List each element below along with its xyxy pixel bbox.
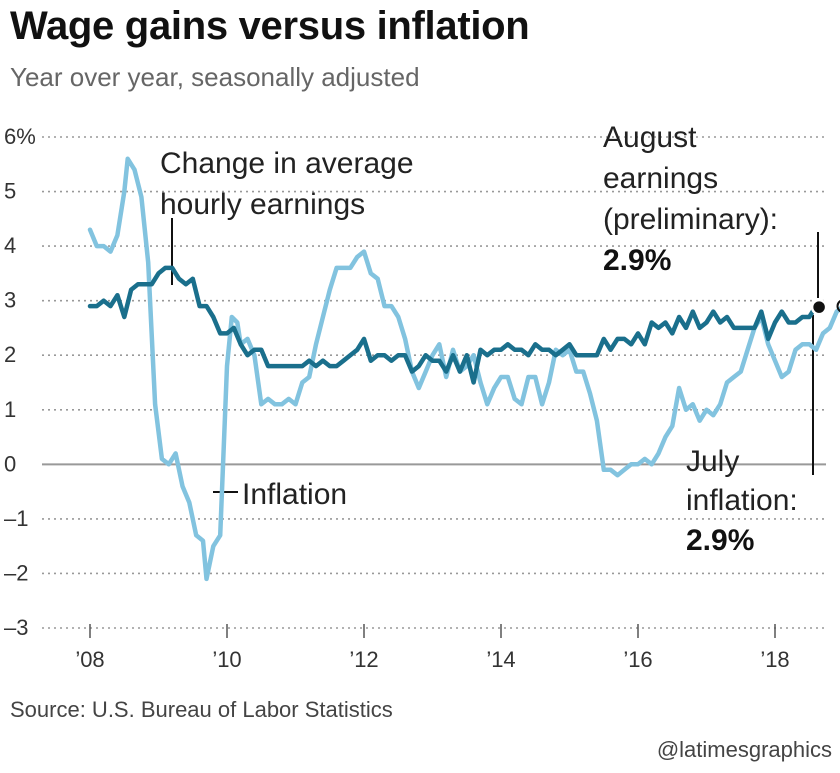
credit-line: @latimesgraphics	[656, 737, 832, 762]
y-tick-label: –3	[4, 615, 28, 640]
chart-title: Wage gains versus inflation	[10, 4, 530, 48]
earnings-label-line-1: Change in average	[160, 147, 414, 180]
august-label-line-3: (preliminary):	[603, 203, 778, 236]
august-label-line-1: August	[603, 121, 697, 154]
x-tick-label: ’16	[623, 647, 652, 672]
chart-subtitle: Year over year, seasonally adjusted	[10, 62, 420, 92]
y-tick-label: –2	[4, 560, 28, 585]
earnings-annotation: Change in average hourly earnings	[160, 147, 414, 221]
y-tick-label: 6%	[4, 124, 36, 149]
y-tick-label: –1	[4, 506, 28, 531]
x-tick-label: ’14	[486, 647, 515, 672]
source-note: Source: U.S. Bureau of Labor Statistics	[10, 697, 393, 722]
july-value: 2.9%	[686, 524, 754, 557]
y-tick-label: 3	[4, 288, 16, 313]
x-tick-label: ’10	[212, 647, 241, 672]
y-tick-label: 5	[4, 179, 16, 204]
august-annotation: August earnings (preliminary): 2.9%	[603, 121, 778, 277]
earnings-end-marker	[810, 298, 828, 316]
y-tick-label: 4	[4, 233, 16, 258]
august-label-line-2: earnings	[603, 162, 718, 195]
inflation-end-marker	[836, 300, 840, 313]
earnings-label-line-2: hourly earnings	[160, 188, 365, 221]
x-axis-ticks: ’08 ’10 ’12 ’14 ’16 ’18	[75, 624, 790, 672]
earnings-series-line	[87, 265, 819, 385]
x-tick-label: ’08	[75, 647, 104, 672]
july-annotation: July inflation: 2.9%	[686, 445, 798, 557]
leader-lines	[171, 218, 819, 493]
y-axis-ticks: 6% 5 4 3 2 1 0 –1 –2 –3	[4, 124, 36, 640]
y-gridlines	[42, 136, 826, 629]
x-tick-label: ’12	[349, 647, 378, 672]
july-label-line-2: inflation:	[686, 484, 798, 517]
x-tick-label: ’18	[760, 647, 789, 672]
july-label-line-1: July	[686, 445, 739, 478]
series-lines	[87, 156, 840, 582]
y-tick-label: 0	[4, 451, 16, 476]
y-tick-label: 2	[4, 342, 16, 367]
y-tick-label: 1	[4, 397, 16, 422]
august-value: 2.9%	[603, 244, 671, 277]
inflation-annotation: Inflation	[242, 478, 347, 511]
inflation-label: Inflation	[242, 478, 347, 511]
